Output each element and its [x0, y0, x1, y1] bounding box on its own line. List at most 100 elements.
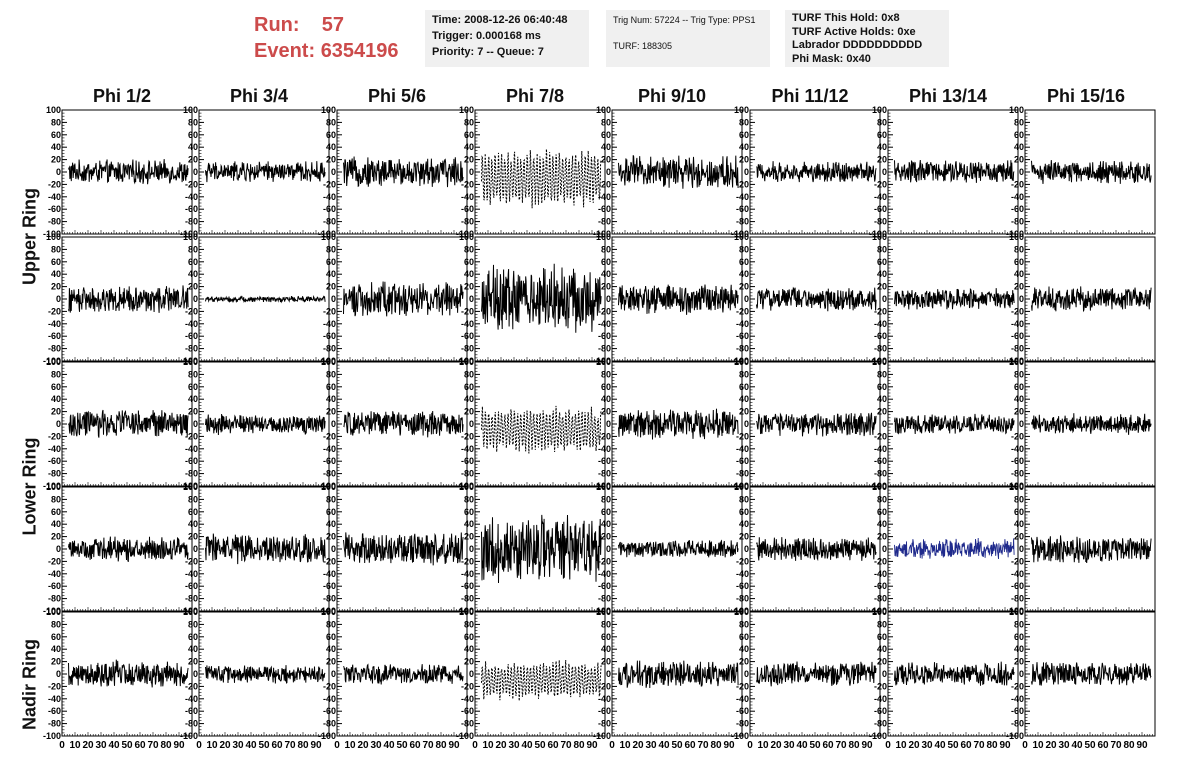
x-tick-label: 70	[422, 740, 434, 751]
y-tick-label: 40	[1014, 269, 1024, 279]
y-tick-label: 60	[601, 257, 611, 267]
x-tick-label: 10	[895, 740, 907, 751]
y-tick-label: 80	[326, 369, 336, 379]
y-tick-label: -20	[323, 306, 336, 316]
y-tick-label: 40	[464, 644, 474, 654]
y-tick-label: -20	[323, 556, 336, 566]
y-tick-label: 20	[601, 155, 611, 165]
y-tick-label: 40	[1014, 644, 1024, 654]
y-tick-label: 100	[321, 357, 336, 367]
y-tick-label: -60	[598, 204, 611, 214]
y-tick-label: 60	[877, 507, 887, 517]
y-tick-label: 20	[1014, 657, 1024, 667]
x-tick-label: 50	[258, 740, 270, 751]
y-tick-label: 60	[1014, 257, 1024, 267]
y-tick-label: 80	[326, 117, 336, 127]
y-tick-label: -100	[731, 229, 749, 239]
y-tick-label: -80	[598, 217, 611, 227]
y-tick-label: -60	[48, 706, 61, 716]
y-tick-label: 80	[877, 117, 887, 127]
y-tick-label: 80	[877, 369, 887, 379]
waveform-trace	[481, 263, 602, 333]
y-tick-label: -20	[185, 179, 198, 189]
y-tick-label: -60	[185, 456, 198, 466]
x-tick-label: 40	[1071, 740, 1083, 751]
x-tick-label: 50	[947, 740, 959, 751]
x-tick-label: 70	[284, 740, 296, 751]
y-tick-label: -20	[48, 556, 61, 566]
y-tick-label: 100	[321, 105, 336, 115]
y-tick-label: 20	[877, 532, 887, 542]
y-tick-label: 60	[188, 507, 198, 517]
y-tick-label: 20	[877, 657, 887, 667]
y-tick-label: 40	[464, 394, 474, 404]
y-tick-label: 0	[193, 167, 198, 177]
y-tick-label: 60	[326, 507, 336, 517]
x-tick-label: 70	[697, 740, 709, 751]
waveform-trace	[1031, 286, 1152, 313]
panel-r3-c5: 100 80 60 40 20 0 -20 -40 -60 -80 -100	[731, 482, 881, 616]
phi-header-2: Phi 3/4	[229, 86, 289, 106]
panel-r2-c7: 100 80 60 40 20 0 -20 -40 -60 -80 -100	[1006, 357, 1156, 491]
y-tick-label: 80	[326, 244, 336, 254]
y-tick-label: -20	[874, 306, 887, 316]
y-tick-label: -80	[461, 344, 474, 354]
waveform-trace	[343, 281, 464, 317]
phi-header-5: Phi 9/10	[637, 86, 707, 106]
x-tick-label: 0	[59, 740, 65, 751]
y-tick-label: 0	[56, 419, 61, 429]
y-tick-label: -100	[1006, 229, 1024, 239]
y-tick-label: -40	[185, 694, 198, 704]
y-tick-label: 40	[326, 142, 336, 152]
waveform-trace	[1031, 535, 1152, 564]
y-tick-label: 60	[51, 130, 61, 140]
y-tick-label: -100	[180, 229, 198, 239]
y-tick-label: 80	[739, 494, 749, 504]
x-tick-label: 90	[723, 740, 735, 751]
x-tick-label: 0	[334, 740, 340, 751]
y-tick-label: 20	[464, 407, 474, 417]
y-tick-label: 100	[872, 105, 887, 115]
y-tick-label: 40	[739, 394, 749, 404]
y-tick-label: 0	[1019, 167, 1024, 177]
y-tick-label: 0	[744, 669, 749, 679]
y-tick-label: 20	[326, 532, 336, 542]
waveform-trace	[481, 514, 602, 584]
waveform-trace	[894, 413, 1015, 435]
y-tick-label: -100	[1006, 481, 1024, 491]
y-tick-label: 100	[872, 232, 887, 242]
y-tick-label: -60	[598, 581, 611, 591]
y-tick-label: -20	[598, 431, 611, 441]
y-tick-label: -40	[598, 192, 611, 202]
y-tick-label: -40	[1011, 319, 1024, 329]
y-tick-label: -80	[461, 719, 474, 729]
y-tick-label: 40	[877, 644, 887, 654]
y-tick-label: 40	[601, 394, 611, 404]
y-tick-label: -40	[185, 569, 198, 579]
y-tick-label: -20	[598, 179, 611, 189]
y-tick-label: 40	[739, 519, 749, 529]
y-tick-label: 20	[739, 155, 749, 165]
y-tick-label: 40	[877, 394, 887, 404]
y-tick-label: 20	[188, 532, 198, 542]
y-tick-label: 80	[739, 619, 749, 629]
x-tick-label: 70	[973, 740, 985, 751]
y-tick-label: 80	[877, 494, 887, 504]
x-tick-label: 10	[206, 740, 218, 751]
y-tick-label: -100	[180, 481, 198, 491]
panel-r2-c3: 100 80 60 40 20 0 -20 -40 -60 -80 -100	[456, 357, 606, 491]
x-tick-label: 10	[757, 740, 769, 751]
y-tick-label: 60	[601, 382, 611, 392]
y-tick-label: 40	[601, 142, 611, 152]
waveform-trace	[756, 537, 877, 562]
y-tick-label: 100	[459, 607, 474, 617]
x-tick-label: 30	[370, 740, 382, 751]
y-tick-label: 40	[188, 519, 198, 529]
y-tick-label: 60	[51, 257, 61, 267]
y-tick-label: 80	[188, 369, 198, 379]
y-tick-label: 0	[882, 544, 887, 554]
x-tick-label: 70	[560, 740, 572, 751]
y-tick-label: 20	[51, 282, 61, 292]
y-tick-label: 100	[734, 607, 749, 617]
y-tick-label: 80	[739, 244, 749, 254]
